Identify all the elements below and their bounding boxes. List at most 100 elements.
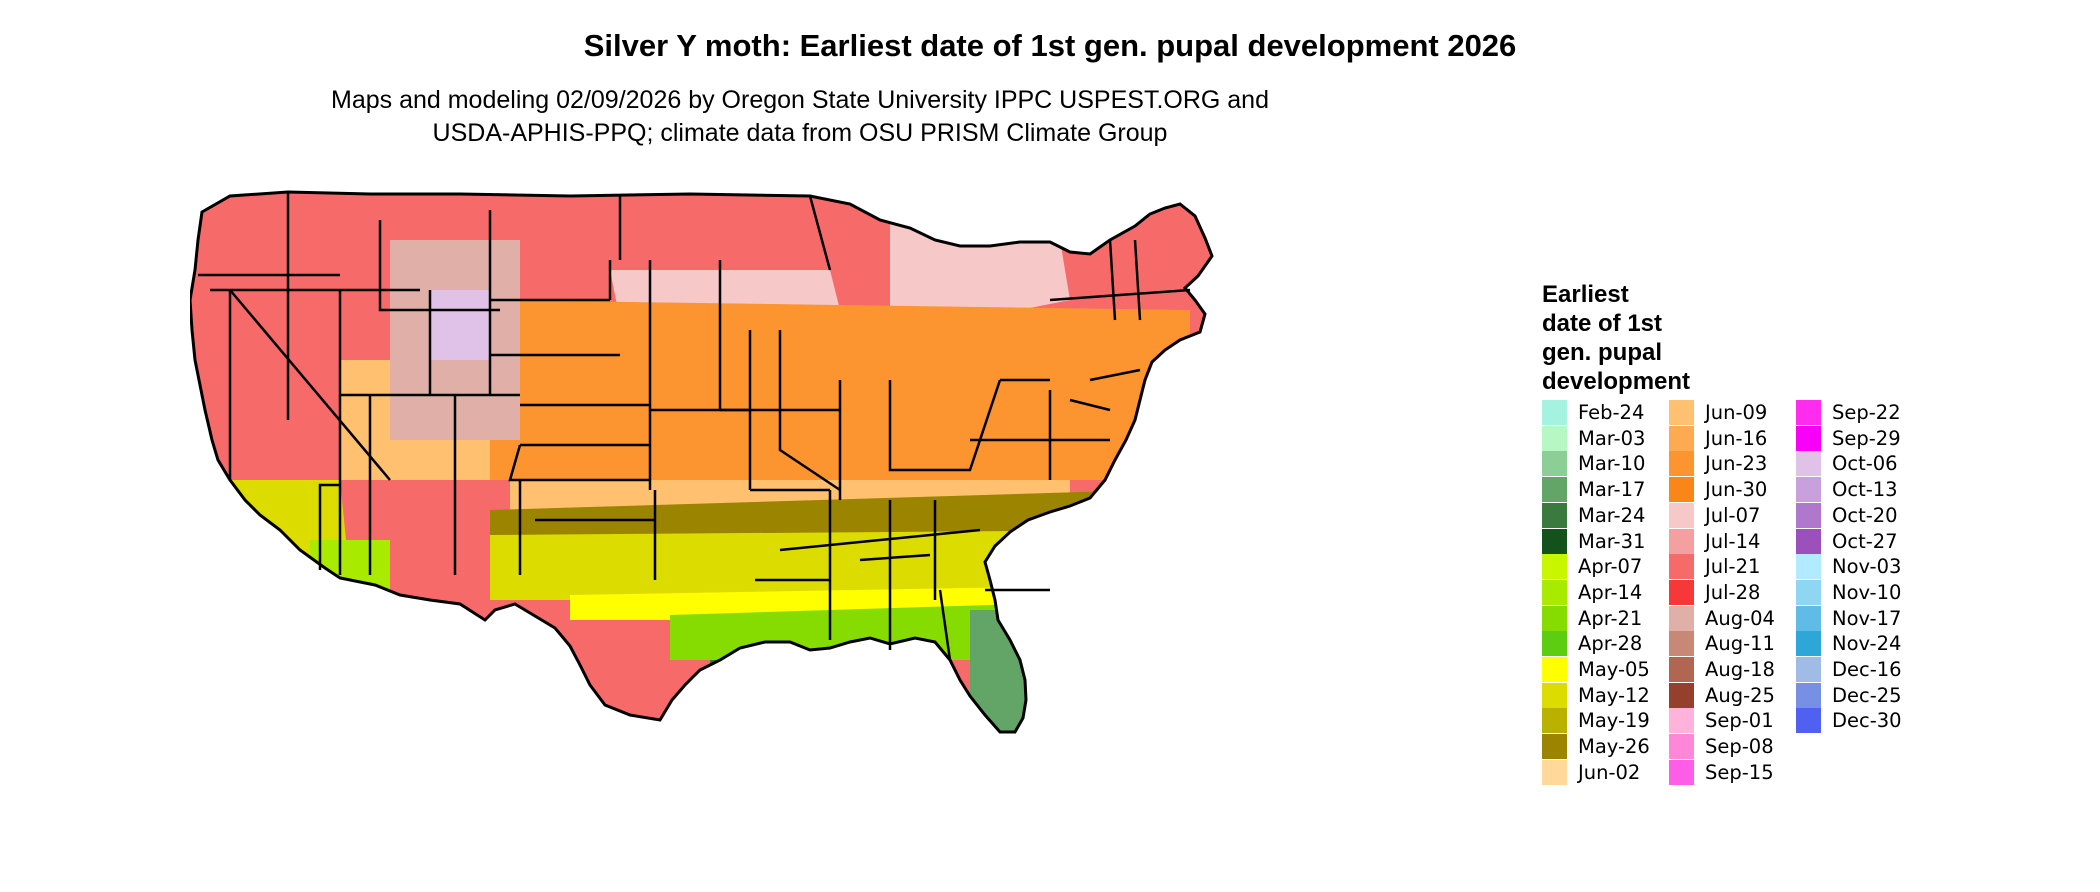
legend-swatch [1542, 425, 1567, 451]
legend-item: Jul-28 [1669, 579, 1760, 605]
legend-item: Oct-20 [1796, 502, 1898, 528]
legend-label: Feb-24 [1578, 401, 1645, 424]
legend-swatch [1669, 477, 1694, 503]
legend-swatch [1796, 682, 1821, 708]
legend-swatch [1796, 605, 1821, 631]
legend-item: Jun-23 [1669, 451, 1768, 477]
legend-item: Nov-03 [1796, 554, 1901, 580]
legend-swatch [1669, 400, 1694, 425]
legend-swatch [1669, 579, 1694, 605]
legend-item: Oct-13 [1796, 477, 1898, 503]
legend-swatch [1542, 528, 1567, 554]
legend-label: Apr-21 [1578, 606, 1643, 630]
legend-item: Dec-25 [1796, 682, 1902, 708]
legend-item: Oct-06 [1796, 451, 1898, 477]
legend-swatch [1542, 554, 1567, 580]
legend-swatch [1796, 579, 1821, 605]
legend-label: Jun-09 [1705, 401, 1768, 424]
legend-swatch [1669, 554, 1694, 580]
legend-label: Nov-24 [1832, 632, 1902, 656]
legend-item: Dec-30 [1796, 708, 1902, 734]
legend-item: May-12 [1542, 682, 1650, 708]
legend-label: Sep-08 [1705, 735, 1774, 759]
legend-label: May-05 [1578, 658, 1650, 681]
legend-item: Apr-21 [1542, 605, 1643, 631]
legend-item: Nov-17 [1796, 605, 1901, 631]
legend-label: Mar-10 [1578, 452, 1646, 476]
map-zone [970, 610, 1090, 732]
legend-item: Mar-17 [1542, 477, 1646, 503]
subtitle-line-2: USDA-APHIS-PPQ; climate data from OSU PR… [432, 119, 1168, 147]
legend-swatch [1796, 400, 1821, 425]
legend-label: May-12 [1578, 683, 1650, 707]
legend-item: Feb-24 [1542, 400, 1644, 425]
legend-swatch [1796, 657, 1821, 682]
legend-swatch [1669, 759, 1694, 785]
legend-label: Mar-17 [1578, 478, 1646, 502]
map-zone [890, 192, 1070, 320]
legend-label: Mar-24 [1578, 503, 1646, 527]
legend-swatch [1669, 502, 1694, 528]
legend-item: Jun-02 [1542, 759, 1640, 785]
legend-item: Jun-30 [1669, 477, 1767, 503]
legend-item: May-19 [1542, 708, 1650, 734]
legend-swatch [1542, 631, 1567, 657]
legend-label: Jul-21 [1705, 555, 1761, 579]
legend-label: Aug-25 [1705, 683, 1775, 707]
legend-swatch [1542, 682, 1567, 708]
legend-label: Jun-23 [1705, 452, 1768, 476]
legend-label: Sep-29 [1832, 426, 1901, 450]
map-subtitle: Maps and modeling 02/09/2026 by Oregon S… [250, 84, 1350, 150]
us-outline [190, 190, 1214, 734]
legend-swatch [1542, 708, 1567, 734]
state-borders [198, 192, 1191, 661]
legend-label: Nov-10 [1832, 580, 1902, 604]
legend-label: Dec-30 [1832, 709, 1902, 733]
legend-swatch [1796, 502, 1821, 528]
subtitle-line-1: Maps and modeling 02/09/2026 by Oregon S… [331, 86, 1269, 114]
legend-swatch [1796, 451, 1821, 477]
legend-label: May-26 [1578, 735, 1650, 759]
legend-swatch [1796, 631, 1821, 657]
legend-swatch [1669, 657, 1694, 682]
legend-label: Sep-01 [1705, 709, 1774, 733]
legend-item: Sep-29 [1796, 425, 1901, 451]
legend-label: Apr-28 [1578, 632, 1643, 656]
color-legend: Feb-24 Mar-03 Mar-10 Mar-17 Mar-24 Mar-31 Apr-… [1542, 400, 1962, 820]
legend-item: Apr-14 [1542, 579, 1643, 605]
legend-swatch [1796, 528, 1821, 554]
legend-label: Apr-07 [1578, 555, 1643, 579]
legend-swatch [1542, 451, 1567, 477]
legend-title-line: Earliest [1542, 281, 1629, 308]
legend-item: Mar-10 [1542, 451, 1646, 477]
legend-label: Jul-14 [1705, 529, 1761, 553]
legend-swatch [1796, 477, 1821, 503]
legend-swatch [1542, 657, 1567, 682]
legend-item: Jun-09 [1669, 400, 1767, 425]
legend-item: Dec-16 [1796, 657, 1902, 682]
legend-item: Mar-03 [1542, 425, 1645, 451]
map-zone [430, 290, 490, 360]
legend-item: Sep-15 [1669, 759, 1774, 785]
legend-label: Oct-06 [1832, 452, 1898, 476]
legend-swatch [1669, 528, 1694, 554]
legend-swatch [1669, 425, 1694, 451]
map-zone [490, 530, 1150, 600]
legend-label: Oct-13 [1832, 478, 1898, 502]
legend-title-line: gen. pupal [1542, 339, 1662, 366]
legend-label: Apr-14 [1578, 580, 1643, 604]
legend-label: May-19 [1578, 709, 1650, 733]
legend-swatch [1669, 451, 1694, 477]
legend-item: Apr-07 [1542, 554, 1643, 580]
legend-item: Apr-28 [1542, 631, 1643, 657]
legend-item: Jun-16 [1669, 425, 1767, 451]
legend-item: Aug-04 [1669, 605, 1775, 631]
legend-swatch [1669, 734, 1694, 760]
legend-label: Dec-25 [1832, 683, 1902, 707]
legend-swatch [1796, 554, 1821, 580]
legend-item: Aug-18 [1669, 657, 1775, 682]
legend-title-line: date of 1st [1542, 310, 1663, 337]
legend-item: May-26 [1542, 734, 1650, 760]
legend-swatch [1542, 759, 1567, 785]
legend-item: Jul-14 [1669, 528, 1761, 554]
